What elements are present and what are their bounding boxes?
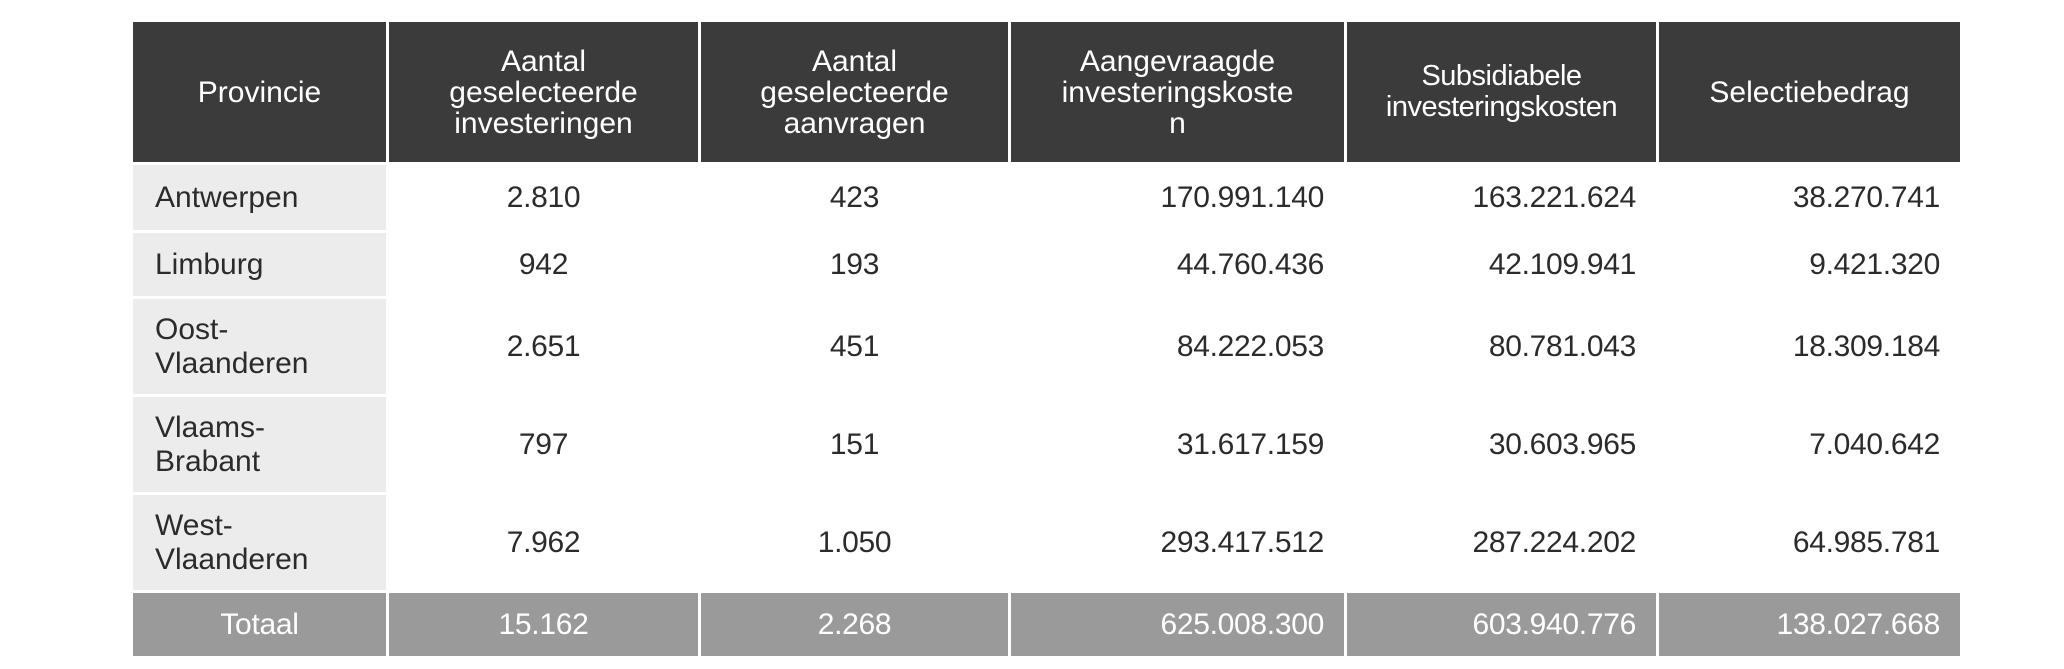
header-line: Aantal <box>500 44 587 78</box>
cell-subsidiabel: 30.603.965 <box>1344 394 1659 495</box>
header-aantal-investeringen: Aantal geselecteerde investeringen <box>386 19 701 165</box>
header-line: Subsidiabele <box>1421 60 1582 92</box>
provincie-line: Oost- <box>155 312 229 346</box>
header-line: geselecteerde <box>760 75 949 109</box>
header-line: Aantal <box>811 44 898 78</box>
cell-aangevraagd: 44.760.436 <box>1008 230 1347 299</box>
cell-aangevraagd: 170.991.140 <box>1008 162 1347 233</box>
table-row: Vlaams- Brabant 797 151 31.617.159 30.60… <box>130 394 1963 495</box>
total-row: Totaal 15.162 2.268 625.008.300 603.940.… <box>130 590 1963 659</box>
cell-aangevraagd: 31.617.159 <box>1008 394 1347 495</box>
cell-subsidiabel: 163.221.624 <box>1344 162 1659 233</box>
cell-investeringen: 797 <box>386 394 701 495</box>
cell-provincie: Antwerpen <box>130 162 389 233</box>
table-row: Limburg 942 193 44.760.436 42.109.941 9.… <box>130 230 1963 299</box>
header-line: Aangevraagde <box>1079 44 1276 78</box>
cell-selectiebedrag: 9.421.320 <box>1656 230 1963 299</box>
total-investeringen: 15.162 <box>386 590 701 659</box>
header-line: aanvragen <box>783 106 926 140</box>
provincie-line: Brabant <box>155 444 261 478</box>
cell-aanvragen: 193 <box>698 230 1011 299</box>
cell-selectiebedrag: 64.985.781 <box>1656 492 1963 593</box>
cell-aanvragen: 1.050 <box>698 492 1011 593</box>
data-table-container: Provincie Aantal geselecteerde investeri… <box>130 19 1963 659</box>
provincie-line: West- <box>155 508 233 542</box>
provincie-line: Vlaams- <box>155 410 266 444</box>
total-selectiebedrag: 138.027.668 <box>1656 590 1963 659</box>
cell-aanvragen: 451 <box>698 296 1011 397</box>
table-row: West- Vlaanderen 7.962 1.050 293.417.512… <box>130 492 1963 593</box>
cell-aanvragen: 151 <box>698 394 1011 495</box>
cell-subsidiabel: 80.781.043 <box>1344 296 1659 397</box>
header-aantal-aanvragen: Aantal geselecteerde aanvragen <box>698 19 1011 165</box>
province-investment-table: Provincie Aantal geselecteerde investeri… <box>130 19 1963 659</box>
cell-aangevraagd: 84.222.053 <box>1008 296 1347 397</box>
cell-selectiebedrag: 7.040.642 <box>1656 394 1963 495</box>
cell-provincie: Oost- Vlaanderen <box>130 296 389 397</box>
cell-investeringen: 7.962 <box>386 492 701 593</box>
table-row: Oost- Vlaanderen 2.651 451 84.222.053 80… <box>130 296 1963 397</box>
table-header: Provincie Aantal geselecteerde investeri… <box>130 19 1963 165</box>
cell-selectiebedrag: 38.270.741 <box>1656 162 1963 233</box>
cell-subsidiabel: 42.109.941 <box>1344 230 1659 299</box>
provincie-line: Vlaanderen <box>155 346 309 380</box>
cell-provincie: Limburg <box>130 230 389 299</box>
cell-investeringen: 942 <box>386 230 701 299</box>
table-body: Antwerpen 2.810 423 170.991.140 163.221.… <box>130 162 1963 593</box>
provincie-line: Vlaanderen <box>155 542 309 576</box>
table-footer: Totaal 15.162 2.268 625.008.300 603.940.… <box>130 590 1963 659</box>
total-aanvragen: 2.268 <box>698 590 1011 659</box>
header-selectiebedrag: Selectiebedrag <box>1656 19 1963 165</box>
total-aangevraagd: 625.008.300 <box>1008 590 1347 659</box>
header-line: investeringskosten <box>1385 91 1618 123</box>
header-aangevraagde-kosten: Aangevraagde investeringskoste n <box>1008 19 1347 165</box>
total-label: Totaal <box>130 590 389 659</box>
header-provincie: Provincie <box>130 19 389 165</box>
cell-provincie: West- Vlaanderen <box>130 492 389 593</box>
cell-aangevraagd: 293.417.512 <box>1008 492 1347 593</box>
total-subsidiabel: 603.940.776 <box>1344 590 1659 659</box>
table-row: Antwerpen 2.810 423 170.991.140 163.221.… <box>130 162 1963 233</box>
header-subsidiabele-kosten: Subsidiabele investeringskosten <box>1344 19 1659 165</box>
cell-investeringen: 2.810 <box>386 162 701 233</box>
header-line: investeringskoste <box>1061 75 1294 109</box>
cell-provincie: Vlaams- Brabant <box>130 394 389 495</box>
header-line: investeringen <box>454 106 633 140</box>
header-line: n <box>1169 106 1186 140</box>
cell-investeringen: 2.651 <box>386 296 701 397</box>
header-line: geselecteerde <box>449 75 638 109</box>
header-row: Provincie Aantal geselecteerde investeri… <box>130 19 1963 165</box>
cell-subsidiabel: 287.224.202 <box>1344 492 1659 593</box>
cell-aanvragen: 423 <box>698 162 1011 233</box>
cell-selectiebedrag: 18.309.184 <box>1656 296 1963 397</box>
